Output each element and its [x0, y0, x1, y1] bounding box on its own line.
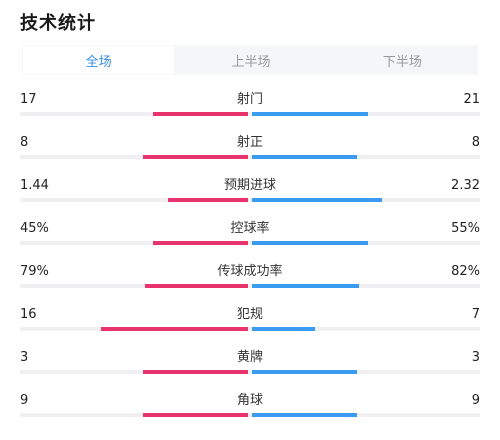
home-bar: [145, 284, 248, 288]
away-bar: [252, 413, 357, 417]
tab-full-match[interactable]: 全场: [23, 46, 175, 74]
stat-label: 射正: [236, 135, 263, 150]
away-bar: [252, 198, 382, 202]
away-bar: [252, 327, 315, 331]
home-bar: [101, 327, 248, 331]
away-bar: [252, 284, 359, 288]
home-bar: [153, 112, 248, 116]
home-value: 3: [20, 350, 29, 365]
away-value: 82%: [451, 264, 480, 279]
home-bar: [168, 198, 248, 202]
stat-row: 79% 传球成功率 82%: [0, 264, 500, 296]
away-value: 7: [471, 307, 480, 322]
stat-row: 9 角球 9: [0, 393, 500, 425]
page-title: 技术统计: [20, 13, 96, 34]
stat-label: 黄牌: [236, 350, 263, 365]
stat-label: 犯规: [236, 307, 263, 322]
stat-label: 射门: [236, 92, 263, 107]
home-bar: [153, 241, 248, 245]
stat-label: 传球成功率: [217, 264, 283, 279]
away-value: 3: [471, 350, 480, 365]
stat-track: [20, 284, 480, 288]
home-value: 1.44: [20, 178, 49, 193]
stat-track: [20, 241, 480, 245]
tab-second-half[interactable]: 下半场: [382, 54, 422, 70]
away-value: 55%: [451, 221, 480, 236]
stat-track: [20, 327, 480, 331]
stat-row: 8 射正 8: [0, 135, 500, 167]
away-value: 9: [471, 393, 480, 408]
away-bar: [252, 112, 368, 116]
stat-track: [20, 112, 480, 116]
away-bar: [252, 155, 357, 159]
away-value: 2.32: [451, 178, 480, 193]
stat-track: [20, 413, 480, 417]
home-value: 16: [20, 307, 37, 322]
stat-track: [20, 198, 480, 202]
stat-label: 预期进球: [223, 178, 276, 193]
home-value: 9: [20, 393, 29, 408]
home-value: 17: [20, 92, 37, 107]
away-value: 21: [463, 92, 480, 107]
stat-row: 16 犯规 7: [0, 307, 500, 339]
period-tabs: 全场 上半场 下半场: [22, 45, 478, 75]
stat-row: 17 射门 21: [0, 92, 500, 124]
home-value: 8: [20, 135, 29, 150]
away-value: 8: [471, 135, 480, 150]
stat-track: [20, 370, 480, 374]
stat-label: 控球率: [230, 221, 270, 236]
home-bar: [143, 155, 248, 159]
stat-track: [20, 155, 480, 159]
home-value: 79%: [20, 264, 49, 279]
home-bar: [143, 413, 248, 417]
home-value: 45%: [20, 221, 49, 236]
stat-label: 角球: [236, 393, 263, 408]
away-bar: [252, 241, 368, 245]
stat-row: 3 黄牌 3: [0, 350, 500, 382]
stat-row: 1.44 预期进球 2.32: [0, 178, 500, 210]
away-bar: [252, 370, 357, 374]
tab-first-half[interactable]: 上半场: [231, 54, 271, 70]
stat-row: 45% 控球率 55%: [0, 221, 500, 253]
home-bar: [143, 370, 248, 374]
